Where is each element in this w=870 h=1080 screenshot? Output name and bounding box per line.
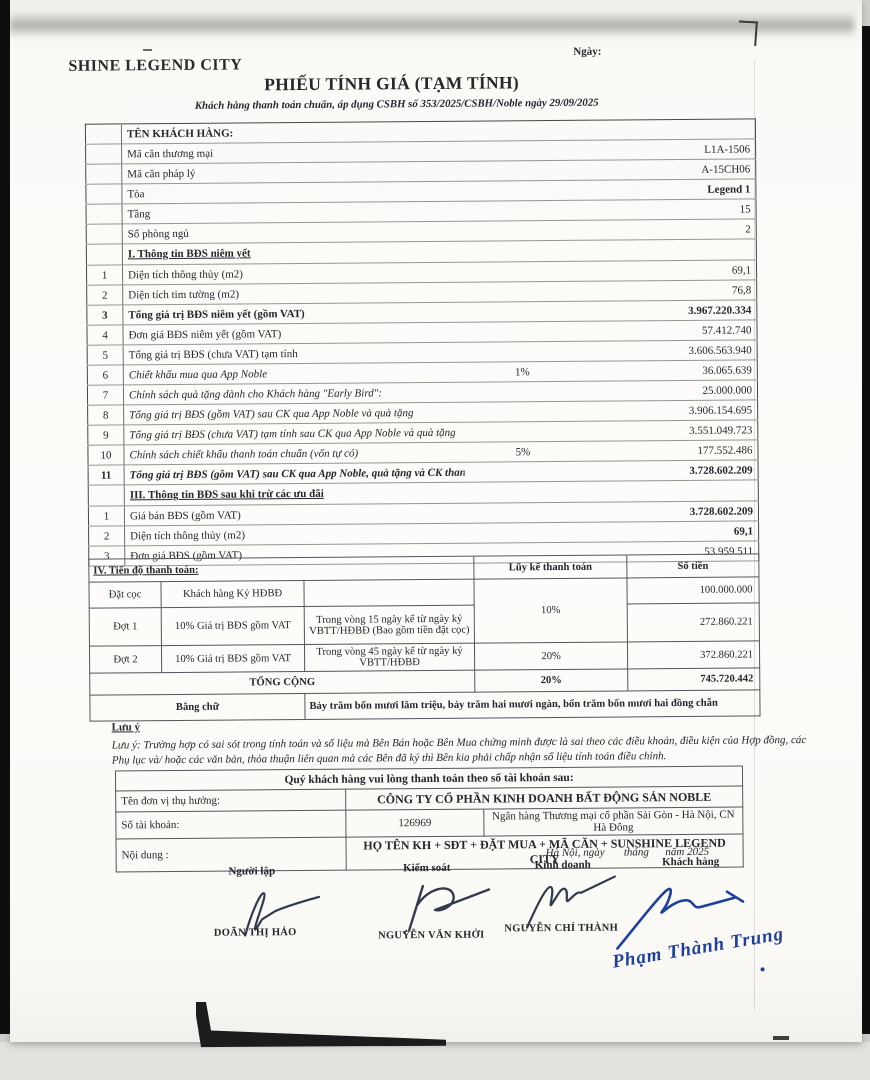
words-label: Bằng chữ	[89, 693, 306, 722]
bedrooms-value: 2	[580, 218, 757, 241]
stage-cell: Đợt 2	[89, 645, 162, 674]
scan-artifact	[773, 1036, 789, 1040]
row-label: Diện tích thông thủy (m2)	[124, 523, 465, 546]
row-label: Giá bán BĐS (gồm VAT)	[124, 503, 465, 526]
row-label: Tổng giá trị BĐS (gồm VAT) sau CK qua Ap…	[124, 462, 465, 485]
signer-role-nguoi-lap: Người lập	[228, 865, 276, 878]
signature-khach-hang-ink	[616, 887, 745, 950]
scanner-background	[0, 1042, 870, 1080]
amount-cell: 272.860.221	[627, 602, 760, 642]
row-value: 76,8	[580, 279, 757, 302]
signer-name-nguoi-lap: DOÃN THỊ HẢO	[213, 927, 297, 939]
ink-dot	[760, 967, 765, 972]
section4-heading: IV. Tiến độ thanh toán:	[93, 564, 199, 577]
floor-label: Tầng	[122, 201, 463, 224]
unit-code-label: Mã căn thương mại	[121, 141, 462, 164]
timing-cell: Trong vòng 15 ngày kể từ ngày ký VBTT/HĐ…	[304, 605, 475, 645]
row-label: Chính sách chiết khấu thanh toán chuẩn (…	[123, 442, 465, 465]
row-value: 69,1	[580, 259, 757, 282]
floor-value: 15	[579, 198, 757, 221]
row-label: Tổng giá trị BĐS niêm yết (gồm VAT)	[122, 302, 463, 325]
section3-heading: III. Thông tin BĐS sau khi trừ các ưu đã…	[129, 487, 324, 502]
unit-code-value: L1A-1506	[579, 138, 756, 161]
account-label: Số tài khoản:	[115, 810, 346, 839]
bedrooms-label: Số phòng ngủ	[122, 221, 463, 244]
cumulative-column-header: Lũy kế thanh toán	[473, 554, 627, 580]
scan-artifact	[143, 49, 152, 51]
row-value: 3.728.602.209	[582, 500, 759, 523]
cumulative-cell: 10%	[473, 577, 628, 644]
words-text: Bảy trăm bốn mươi lăm triệu, bảy trăm ha…	[304, 689, 761, 720]
row-value: 3.728.602.209	[582, 459, 759, 482]
row-value: 3.906.154.695	[581, 399, 758, 422]
section1-heading: I. Thông tin BĐS niêm yết	[127, 247, 251, 261]
signer-role-khach-hang: Khách hàng	[662, 855, 720, 869]
row-label: Đơn giá BĐS niêm yết (gồm VAT)	[122, 322, 464, 345]
legal-code-value: A-15CH06	[579, 158, 756, 181]
amount-in-words-row: Bằng chữ Bảy trăm bốn mươi lăm triệu, bả…	[89, 689, 761, 722]
row-value: 36.065.639	[581, 359, 758, 382]
legal-code-label: Mã căn pháp lý	[121, 161, 462, 184]
paper-fold-line	[754, 60, 755, 1010]
scan-edge-right	[862, 26, 870, 1034]
row-percent: 1%	[463, 361, 582, 383]
row-label: Diện tích tim tường (m2)	[122, 282, 463, 305]
description-cell: 10% Giá trị BĐS gồm VAT	[161, 606, 305, 646]
total-amount: 745.720.442	[627, 667, 760, 691]
amount-column-header: Số tiền	[626, 553, 759, 578]
customer-name-value	[579, 118, 756, 141]
bank-name: Ngân hàng Thương mại cổ phần Sài Gòn - H…	[483, 807, 743, 837]
scan-shadow-band	[10, 12, 854, 38]
total-label: TỔNG CỘNG	[89, 670, 475, 696]
timing-cell: Trong vòng 45 ngày kể từ ngày ký VBTT/HĐ…	[304, 643, 475, 672]
payment-row: Đợt 1 10% Giá trị BĐS gồm VAT Trong vòng…	[89, 602, 760, 647]
description-cell: 10% Giá trị BĐS gồm VAT	[161, 644, 305, 673]
note-heading: Lưu ý	[111, 721, 140, 734]
total-percent: 20%	[474, 668, 628, 693]
row-value: 69,1	[582, 520, 759, 543]
payment-schedule-table: IV. Tiến độ thanh toán: Lũy kế thanh toá…	[88, 553, 761, 722]
beneficiary-label: Tên đơn vị thụ hưởng:	[115, 789, 346, 812]
row-label: Diện tích thông thủy (m2)	[122, 262, 463, 285]
row-value: 25.000.000	[581, 379, 758, 402]
signature-nguoi-lap-ink	[244, 892, 321, 937]
row-label: Chiết khấu mua qua App Noble	[123, 362, 464, 385]
stage-cell: Đặt cọc	[88, 581, 162, 609]
row-value: 3.606.563.940	[581, 339, 758, 362]
row-percent: 5%	[463, 441, 583, 463]
row-value: 57.412.740	[580, 319, 758, 342]
cumulative-cell: 20%	[474, 641, 628, 671]
signature-kinh-doanh-ink	[526, 875, 616, 929]
tower-label: Tòa	[121, 181, 462, 204]
row-value: 177.552.486	[581, 439, 759, 462]
signer-role-kinh-doanh: Kinh doanh	[534, 858, 591, 872]
row-label: Tổng giá trị BĐS (chưa VAT) tạm tính	[123, 342, 464, 365]
account-number: 126969	[345, 809, 484, 838]
paper-sheet	[10, 0, 862, 1042]
description-cell: Khách hàng Ký HĐBĐ	[160, 580, 305, 608]
row-value: 3.551.049.723	[581, 419, 758, 442]
page-title: PHIẾU TÍNH GIÁ (TẠM TÍNH)	[264, 72, 520, 95]
row-value: 3.967.220.334	[580, 299, 757, 322]
note-text: Lưu ý: Trường hợp có sai sót trong tính …	[111, 734, 807, 767]
price-table: TÊN KHÁCH HÀNG: Mã căn thương mại L1A-150…	[84, 118, 760, 567]
customer-name-label: TÊN KHÁCH HÀNG:	[121, 121, 462, 144]
signer-role-kiem-soat: Kiểm soát	[402, 861, 451, 875]
amount-cell: 372.860.221	[627, 640, 760, 669]
scan-edge-left	[0, 0, 10, 1034]
amount-cell: 100.000.000	[626, 576, 760, 604]
project-logo-text: SHINE LEGEND CITY	[68, 56, 243, 75]
row-label: Tổng giá trị BĐS (chưa VAT) tạm tính sau…	[123, 422, 464, 445]
page-subtitle: Khách hàng thanh toán chuẩn, áp dụng CSB…	[194, 96, 599, 112]
date-label: Ngày:	[573, 45, 602, 58]
stage-cell: Đợt 1	[89, 607, 162, 647]
signature-kiem-soat-ink	[402, 884, 491, 934]
row-label: Tổng giá trị BĐS (gồm VAT) sau CK qua Ap…	[123, 402, 464, 425]
row-label: Chính sách quà tặng dành cho Khách hàng …	[123, 382, 464, 405]
tower-value: Legend 1	[579, 178, 756, 201]
